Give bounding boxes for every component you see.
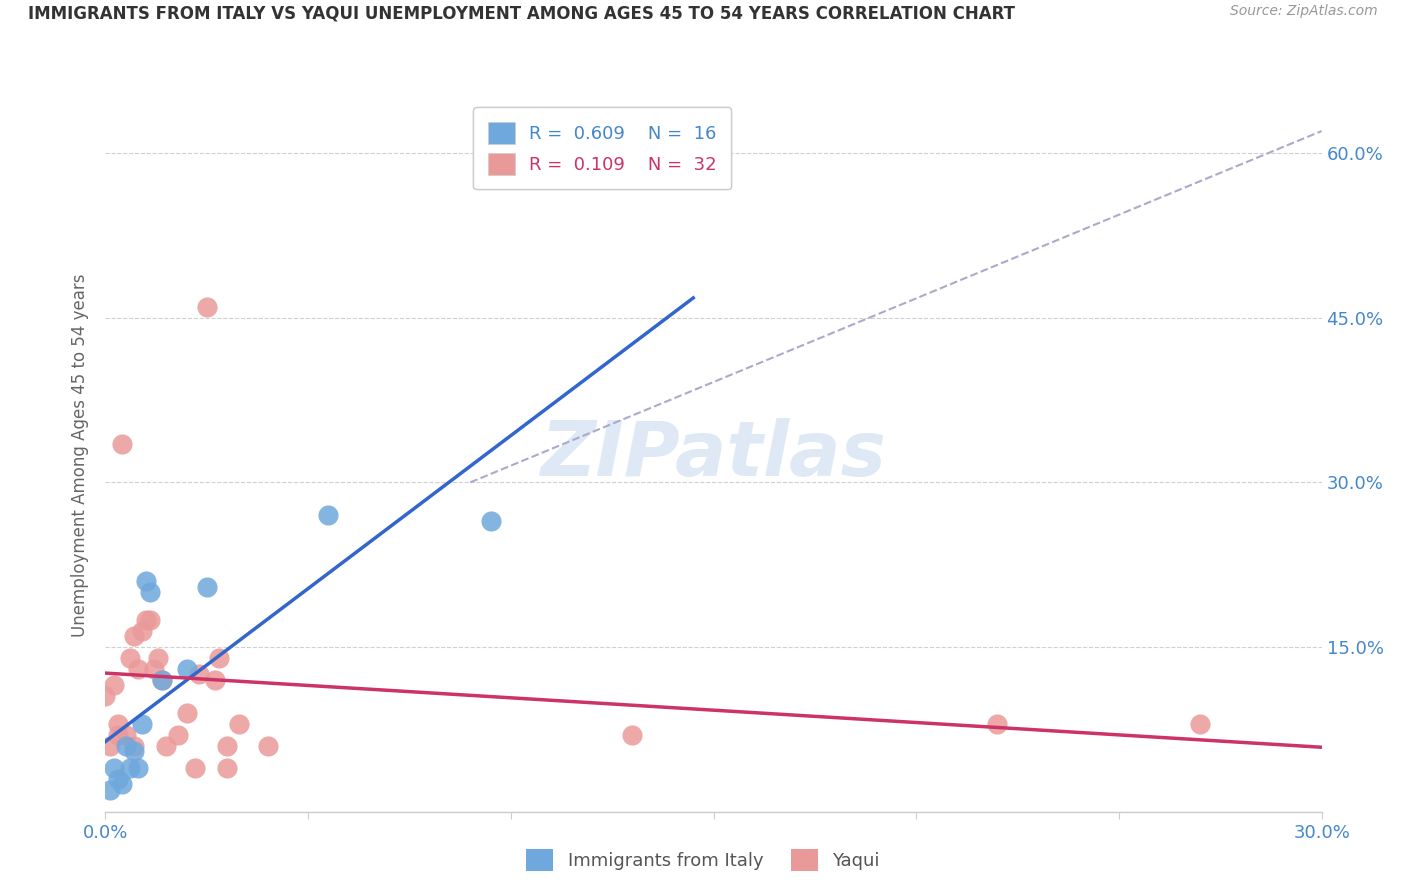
Point [107, 717, 129, 731]
Point [150, 673, 173, 687]
Point [204, 673, 226, 687]
Point [111, 437, 134, 451]
Point [155, 739, 177, 753]
Text: Source: ZipAtlas.com: Source: ZipAtlas.com [1230, 4, 1378, 19]
Point [167, 728, 190, 742]
Point [127, 662, 149, 676]
Point [114, 728, 136, 742]
Point [143, 662, 166, 676]
Point [208, 651, 231, 665]
Text: IMMIGRANTS FROM ITALY VS YAQUI UNEMPLOYMENT AMONG AGES 45 TO 54 YEARS CORRELATIO: IMMIGRANTS FROM ITALY VS YAQUI UNEMPLOYM… [28, 4, 1015, 22]
Point [114, 739, 136, 753]
Point [183, 761, 205, 775]
Point [176, 706, 198, 720]
Point [139, 613, 162, 627]
Point [131, 624, 153, 638]
Point [118, 651, 141, 665]
Point [103, 761, 125, 775]
Point [107, 772, 129, 786]
Point [111, 777, 134, 791]
Point [986, 717, 1008, 731]
Point [318, 508, 340, 523]
Legend: Immigrants from Italy, Yaqui: Immigrants from Italy, Yaqui [519, 842, 887, 879]
Legend: R =  0.609    N =  16, R =  0.109    N =  32: R = 0.609 N = 16, R = 0.109 N = 32 [474, 107, 731, 189]
Point [122, 629, 145, 643]
Point [150, 673, 173, 687]
Text: ZIPatlas: ZIPatlas [540, 418, 887, 491]
Y-axis label: Unemployment Among Ages 45 to 54 years: Unemployment Among Ages 45 to 54 years [72, 273, 90, 637]
Point [187, 667, 209, 681]
Point [127, 761, 149, 775]
Point [131, 717, 153, 731]
Point [135, 613, 157, 627]
Point [94, 690, 117, 704]
Point [217, 761, 239, 775]
Point [256, 739, 278, 753]
Point [122, 744, 145, 758]
Point [195, 580, 218, 594]
Point [135, 574, 157, 589]
Point [103, 678, 125, 692]
Point [176, 662, 198, 676]
Point [1189, 717, 1212, 731]
Point [146, 651, 169, 665]
Point [217, 739, 239, 753]
Point [228, 717, 250, 731]
Point [107, 728, 129, 742]
Point [479, 514, 502, 528]
Point [195, 300, 218, 314]
Point [98, 782, 121, 797]
Point [139, 585, 162, 599]
Point [122, 739, 145, 753]
Point [118, 761, 141, 775]
Point [98, 739, 121, 753]
Point [621, 728, 644, 742]
